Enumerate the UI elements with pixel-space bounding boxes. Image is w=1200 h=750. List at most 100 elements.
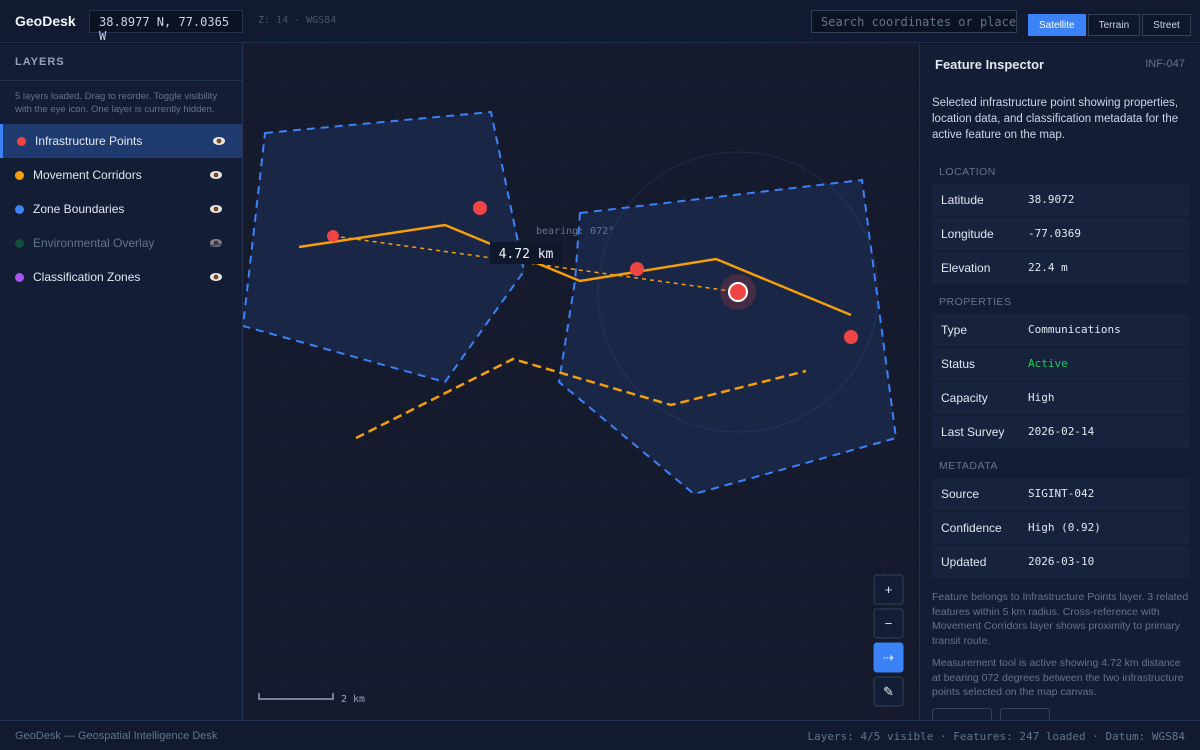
visibility-toggle[interactable] [209, 237, 223, 251]
point[interactable] [630, 262, 644, 276]
zone [241, 110, 526, 384]
coordinates: 38.8977 N, 77.0365 W [89, 10, 243, 43]
visibility-toggle[interactable] [209, 203, 223, 217]
section-title: PROPERTIES [939, 296, 1012, 308]
status-bar: GeoDesk — Geospatial Intelligence Desk L… [0, 720, 1200, 750]
distance-box [490, 242, 562, 264]
property-value: 2026-03-10 [1028, 555, 1095, 568]
zone [557, 178, 898, 496]
property-value: High (0.92) [1028, 521, 1101, 534]
visibility-toggle[interactable] [209, 271, 223, 285]
property-row: Last Survey 2026-02-14 [932, 416, 1189, 448]
map-control[interactable] [873, 608, 904, 639]
map-control[interactable] [873, 574, 904, 605]
property-value: 38.9072 [1028, 193, 1075, 206]
basemap-switch: Satellite Terrain Street [1028, 14, 1191, 36]
property-value: 2026-02-14 [1028, 425, 1095, 438]
property-key: Updated [941, 554, 987, 569]
inspector-title: Feature Inspector [935, 57, 1045, 72]
layer-row[interactable]: Environmental Overlay [0, 226, 242, 260]
layer-name: Zone Boundaries [33, 202, 125, 216]
layer-name: Infrastructure Points [35, 134, 143, 148]
property-value: Active [1028, 357, 1068, 370]
panel-title: LAYERS [0, 44, 242, 81]
visibility-toggle[interactable] [212, 135, 226, 149]
control-label: − [885, 616, 893, 631]
property-row: Elevation 22.4 m [932, 252, 1189, 284]
map-controls: + − ⇢ ✎ [873, 574, 904, 707]
layer-name: Classification Zones [33, 270, 141, 284]
layer-swatch [17, 136, 26, 146]
property-key: Latitude [941, 192, 984, 207]
property-key: Source [941, 486, 980, 501]
property-row: Capacity High [932, 382, 1189, 414]
property-row: Longitude -77.0369 [932, 218, 1189, 250]
basemap-button[interactable]: Street [1142, 14, 1191, 36]
property-key: Elevation [941, 260, 991, 275]
property-row: Status Active [932, 348, 1189, 380]
layer-list: Infrastructure Points Movement Corridors Z… [0, 124, 242, 294]
property-value: 22.4 m [1028, 261, 1068, 274]
action-buttons [920, 707, 1200, 720]
action-button[interactable] [1000, 707, 1050, 720]
corridor [355, 357, 807, 440]
layer-row[interactable]: Classification Zones [0, 260, 242, 294]
control-label: ⇢ [883, 650, 894, 665]
description: Selected infrastructure point showing pr… [932, 97, 1179, 141]
distance-label: 4.72 km [499, 247, 554, 262]
layer-name: Movement Corridors [33, 168, 142, 182]
scale-label: 2 km [341, 694, 365, 705]
property-value: High [1028, 391, 1055, 404]
inspector: Feature Inspector INF-047 Selected infra… [919, 44, 1200, 720]
visibility-toggle[interactable] [209, 169, 223, 183]
property-row: Source SIGINT-042 [932, 478, 1189, 510]
selected-point[interactable] [728, 282, 748, 302]
point[interactable] [844, 330, 858, 344]
map-control[interactable] [873, 642, 904, 673]
hint: 5 layers loaded. Drag to reorder. Toggle… [15, 91, 218, 115]
action-button[interactable] [932, 707, 992, 720]
layer-swatch [15, 238, 24, 248]
note: Measurement tool is active showing 4.72 … [932, 657, 1184, 698]
map-canvas: bearing: 072° 4.72 km 2 km + − ⇢ ✎ [241, 44, 919, 720]
property-key: Confidence [941, 520, 1002, 535]
feature-id: INF-047 [1145, 58, 1185, 70]
map[interactable]: bearing: 072° 4.72 km 2 km + − ⇢ ✎ [241, 44, 919, 720]
property-key: Type [941, 322, 968, 337]
layer-row[interactable]: Zone Boundaries [0, 192, 242, 226]
sections: LOCATION Latitude 38.9072 Longitude -77.0369… [920, 160, 1200, 720]
point[interactable] [473, 201, 487, 215]
zoom-level: Z: 14 · WGS84 [258, 15, 337, 26]
property-row: Updated 2026-03-10 [932, 546, 1189, 578]
scale-bar [258, 693, 334, 700]
layer-swatch [15, 204, 24, 214]
property-row: Type Communications [932, 314, 1189, 346]
map-control[interactable] [873, 676, 904, 707]
section-title: LOCATION [939, 166, 996, 178]
layer-name: Environmental Overlay [33, 236, 155, 250]
footer-right: Layers: 4/5 visible · Features: 247 load… [807, 730, 1186, 743]
bearing-label: bearing: 072° [536, 226, 614, 237]
search-input[interactable]: Search coordinates or places [811, 10, 1017, 33]
property-key: Last Survey [941, 424, 1005, 439]
note: Feature belongs to Infrastructure Points… [932, 591, 1189, 647]
property-value: SIGINT-042 [1028, 487, 1095, 500]
basemap-button[interactable]: Terrain [1087, 14, 1141, 36]
top-bar: GeoDesk 38.8977 N, 77.0365 W Z: 14 · WGS… [0, 0, 1200, 43]
property-key: Longitude [941, 226, 994, 241]
basemap-button[interactable]: Satellite [1028, 14, 1086, 36]
property-row: Latitude 38.9072 [932, 184, 1189, 216]
layer-swatch [15, 170, 24, 180]
layer-row[interactable]: Movement Corridors [0, 158, 242, 192]
property-value: -77.0369 [1028, 227, 1081, 240]
point[interactable] [327, 230, 339, 242]
layer-row[interactable]: Infrastructure Points [0, 124, 242, 158]
property-value: Communications [1028, 323, 1121, 336]
brand: GeoDesk [15, 13, 76, 29]
footer-left: GeoDesk — Geospatial Intelligence Desk [15, 730, 218, 742]
layers-panel: LAYERS 5 layers loaded. Drag to reorder.… [0, 44, 243, 720]
section-title: METADATA [939, 460, 998, 472]
corridor [298, 223, 852, 317]
control-label: ✎ [883, 684, 894, 699]
